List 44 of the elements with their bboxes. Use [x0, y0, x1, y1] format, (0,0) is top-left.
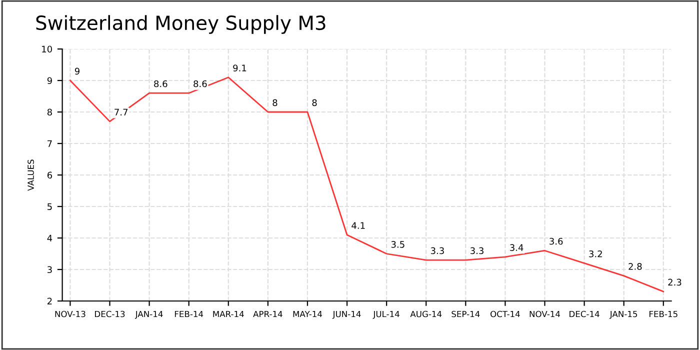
data-label: 3.6	[550, 238, 563, 245]
x-tick-label: JAN-15	[609, 310, 638, 319]
data-label: 3.3	[470, 247, 484, 254]
data-label: 9	[74, 68, 80, 75]
data-label: 8.6	[194, 80, 207, 88]
data-label: 2.3	[668, 278, 682, 286]
x-tick-label: JUN-14	[332, 310, 361, 319]
y-tick-label: 3	[48, 266, 52, 274]
x-tick-label: OCT-14	[490, 310, 520, 318]
data-label: 8.6	[154, 80, 168, 88]
line-series	[70, 76, 664, 292]
y-tick-label: 4	[47, 234, 52, 242]
y-tick-label: 2	[47, 298, 52, 304]
data-label: 8	[272, 99, 278, 106]
y-tick-label: 5	[48, 203, 52, 210]
data-label: 3.5	[391, 241, 404, 248]
x-tick-label: DEC-14	[570, 310, 600, 318]
y-tick-label: 9	[47, 77, 52, 84]
x-tick-label: APR-14	[253, 310, 282, 318]
x-tick-label: NOV-14	[530, 310, 560, 318]
data-label: 3.2	[589, 250, 602, 258]
data-label: 3.4	[510, 244, 524, 251]
x-tick-label: JUL-14	[372, 310, 400, 319]
data-label: 7.7	[114, 108, 128, 116]
data-label: 4.1	[352, 222, 365, 229]
data-label: 3.3	[430, 247, 444, 254]
x-tick-label: JAN-14	[134, 310, 163, 319]
x-tick-label: DEC-13	[95, 310, 125, 318]
y-axis-title: VALUES	[28, 160, 34, 191]
y-tick-label: 8	[47, 108, 52, 116]
data-label: 9.1	[233, 64, 246, 72]
x-tick-label: FEB-15	[650, 310, 678, 318]
x-tick-label: FEB-14	[174, 310, 204, 318]
y-tick-label: 7	[48, 140, 52, 147]
y-tick-label: 6	[47, 172, 52, 179]
data-label: 2.8	[628, 263, 642, 270]
x-tick-label: NOV-13	[55, 310, 86, 318]
x-tick-label: AUG-14	[410, 310, 442, 318]
x-tick-label: MAR-14	[213, 310, 244, 318]
x-tick-label: SEP-14	[452, 310, 480, 318]
data-label: 8	[312, 99, 317, 106]
y-tick-label: 10	[42, 46, 52, 53]
chart-title: Switzerland Money Supply M3	[36, 15, 326, 34]
x-tick-label: MAY-14	[293, 310, 322, 318]
